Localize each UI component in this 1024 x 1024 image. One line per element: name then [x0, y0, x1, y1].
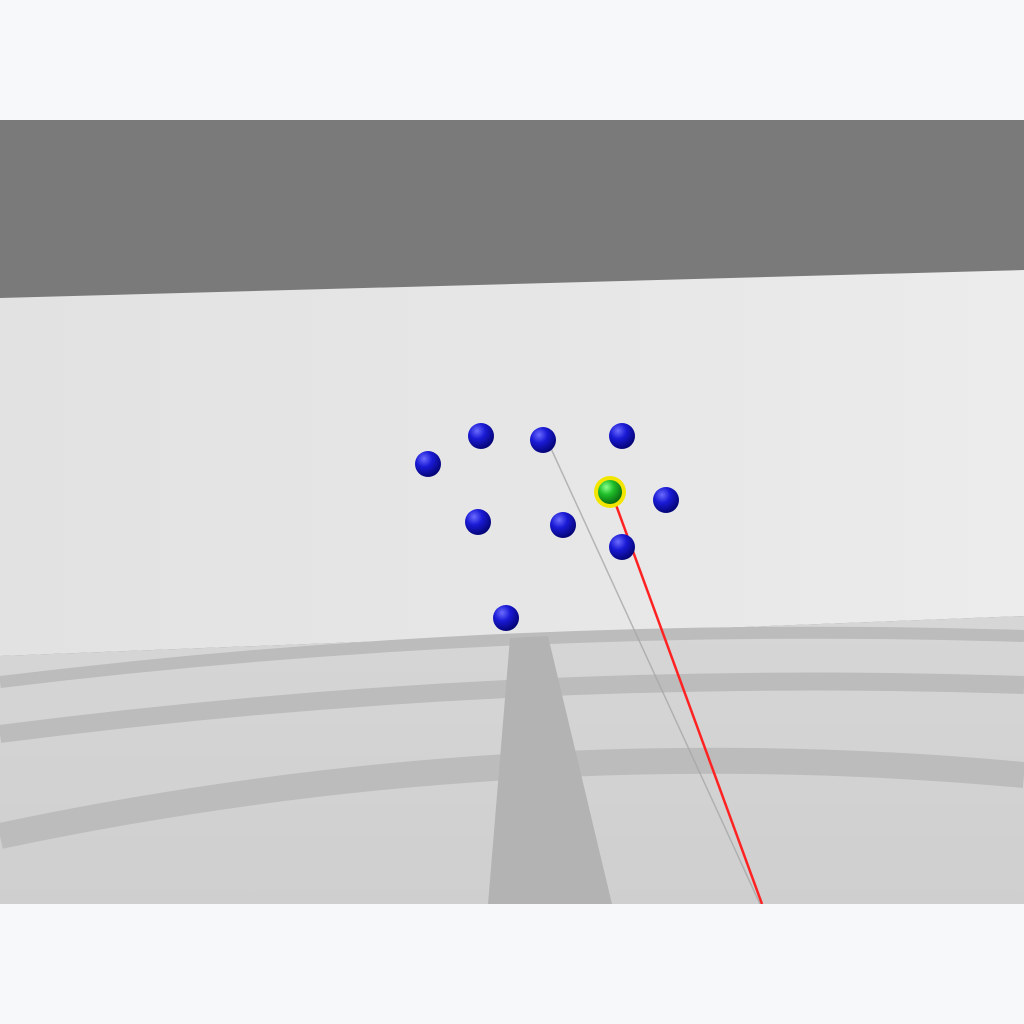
target-sphere[interactable] [609, 534, 635, 560]
highlighted-sphere-icon[interactable] [598, 480, 622, 504]
target-sphere[interactable] [530, 427, 556, 453]
active-target-sphere[interactable] [594, 476, 626, 508]
target-sphere[interactable] [550, 512, 576, 538]
vr-scene[interactable] [0, 120, 1024, 904]
target-sphere[interactable] [468, 423, 494, 449]
target-sphere[interactable] [609, 423, 635, 449]
pointer-ray [610, 493, 764, 904]
back-wall [0, 270, 1024, 656]
target-sphere[interactable] [653, 487, 679, 513]
target-sphere[interactable] [493, 605, 519, 631]
target-spheres[interactable] [415, 423, 679, 631]
target-sphere[interactable] [465, 509, 491, 535]
vr-viewport[interactable] [0, 120, 1024, 904]
target-sphere[interactable] [415, 451, 441, 477]
gaze-ray [547, 441, 761, 904]
floor-walkway [488, 636, 612, 904]
